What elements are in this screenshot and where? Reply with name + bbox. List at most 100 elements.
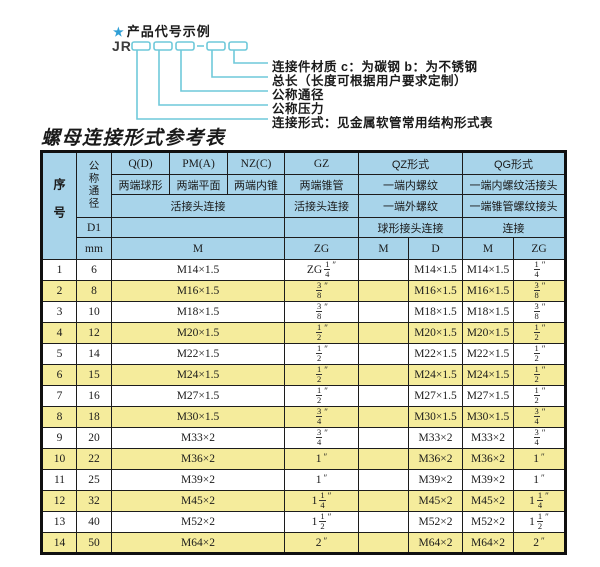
code-label-length: 总长（长度可根据用户要求定制） bbox=[272, 74, 468, 88]
blank-cell bbox=[111, 217, 285, 238]
cell-gz: 3 8 ″ bbox=[284, 280, 359, 302]
cell-dn: 50 bbox=[76, 532, 112, 554]
sub-header-qg1: 一端内螺纹活接头 bbox=[462, 174, 566, 195]
cell-qz-d: M27×1.5 bbox=[408, 385, 463, 407]
cell-m: M30×1.5 bbox=[111, 406, 285, 428]
cell-qg-zg: 1 ″ bbox=[513, 448, 566, 470]
cell-qg-zg: 1 2 ″ bbox=[513, 343, 566, 365]
cell-dn: 40 bbox=[76, 511, 112, 533]
cell-qz-m bbox=[358, 343, 409, 365]
cell-no: 10 bbox=[41, 448, 77, 470]
cell-qz-d: M36×2 bbox=[408, 448, 463, 470]
cell-qg-zg: 1 1 2 ″ bbox=[513, 511, 566, 533]
cell-m: M33×2 bbox=[111, 427, 285, 449]
code-label-material: 连接件材质 c：为碳钢 b：为不锈钢 bbox=[272, 60, 478, 74]
cell-m: M14×1.5 bbox=[111, 259, 285, 281]
cell-qg-zg: 3 4 ″ bbox=[513, 406, 566, 428]
lead-line-4 bbox=[158, 50, 268, 106]
cell-qz-m bbox=[358, 490, 409, 512]
qz-d-header: D bbox=[408, 237, 463, 260]
cell-no: 12 bbox=[41, 490, 77, 512]
cell-no: 6 bbox=[41, 364, 77, 386]
cell-no: 9 bbox=[41, 427, 77, 449]
cell-gz: 1 2 ″ bbox=[284, 343, 359, 365]
code-box-3 bbox=[175, 41, 195, 51]
cell-qz-d: M18×1.5 bbox=[408, 301, 463, 323]
code-label-connection: 连接形式：见金属软管常用结构形式表 bbox=[272, 116, 494, 130]
cell-qz-m bbox=[358, 322, 409, 344]
cell-gz: 1 1 4 ″ bbox=[284, 490, 359, 512]
cell-dn: 14 bbox=[76, 343, 112, 365]
cell-qg-zg: 3 4 ″ bbox=[513, 427, 566, 449]
code-label-pressure: 公称压力 bbox=[272, 102, 325, 116]
cell-dn: 10 bbox=[76, 301, 112, 323]
table-row: 1 6 M14×1.5 ZG 1 4 ″ M14×1.5 M14×1.5 1 4 ″ bbox=[41, 259, 566, 281]
cell-dn: 20 bbox=[76, 427, 112, 449]
col-header-dn: 公称通径 bbox=[76, 151, 112, 218]
cell-qg-m: M24×1.5 bbox=[462, 364, 514, 386]
cell-dn: 8 bbox=[76, 280, 112, 302]
code-label-diameter: 公称通径 bbox=[272, 88, 325, 102]
code-box-1 bbox=[131, 41, 151, 51]
cell-qz-d: M64×2 bbox=[408, 532, 463, 554]
cell-qg-m: M39×2 bbox=[462, 469, 514, 491]
cell-qg-zg: 1 2 ″ bbox=[513, 322, 566, 344]
lead-line-1 bbox=[233, 50, 268, 64]
cell-dn: 12 bbox=[76, 322, 112, 344]
cell-gz: 3 4 ″ bbox=[284, 427, 359, 449]
qg-m-header: M bbox=[462, 237, 514, 260]
cell-no: 8 bbox=[41, 406, 77, 428]
qg-connection-header: 连接 bbox=[462, 217, 566, 238]
cell-qg-zg: 1 2 ″ bbox=[513, 385, 566, 407]
table-title: 螺母连接形式参考表 bbox=[41, 128, 226, 149]
cell-gz: 1 ″ bbox=[284, 448, 359, 470]
cell-qg-zg: 1 4 ″ bbox=[513, 259, 566, 281]
cell-qz-m bbox=[358, 364, 409, 386]
cell-no: 14 bbox=[41, 532, 77, 554]
cell-qz-d: M24×1.5 bbox=[408, 364, 463, 386]
cell-qz-d: M52×2 bbox=[408, 511, 463, 533]
cell-qg-m: M14×1.5 bbox=[462, 259, 514, 281]
col-header-qg: QG形式 bbox=[462, 151, 566, 175]
cell-qg-m: M30×1.5 bbox=[462, 406, 514, 428]
sub-header-qg2: 一端锥管螺纹接头 bbox=[462, 194, 566, 218]
d1-header: D1 bbox=[76, 217, 112, 238]
cell-qz-m bbox=[358, 259, 409, 281]
cell-qg-m: M33×2 bbox=[462, 427, 514, 449]
mm-header: mm bbox=[76, 237, 112, 260]
code-box-4 bbox=[206, 41, 226, 51]
cell-gz: 1 2 ″ bbox=[284, 364, 359, 386]
table-row: 6 15 M24×1.5 1 2 ″ M24×1.5 M24×1.5 1 2 ″ bbox=[41, 364, 566, 386]
cell-dn: 15 bbox=[76, 364, 112, 386]
cell-qz-m bbox=[358, 385, 409, 407]
cell-no: 13 bbox=[41, 511, 77, 533]
m-header: M bbox=[111, 237, 285, 260]
cell-qg-m: M45×2 bbox=[462, 490, 514, 512]
cell-no: 7 bbox=[41, 385, 77, 407]
table-row: 12 32 M45×2 1 1 4 ″ M45×2 M45×2 1 1 4 ″ bbox=[41, 490, 566, 512]
cell-gz: 1 2 ″ bbox=[284, 322, 359, 344]
table-row: 7 16 M27×1.5 1 2 ″ M27×1.5 M27×1.5 1 2 ″ bbox=[41, 385, 566, 407]
cell-no: 3 bbox=[41, 301, 77, 323]
cell-m: M18×1.5 bbox=[111, 301, 285, 323]
qz-m-header: M bbox=[358, 237, 409, 260]
cell-gz: 1 1 2 ″ bbox=[284, 511, 359, 533]
cell-qg-m: M22×1.5 bbox=[462, 343, 514, 365]
cell-qg-zg: 1 2 ″ bbox=[513, 364, 566, 386]
code-connector-lines bbox=[131, 41, 268, 120]
cell-qz-d: M39×2 bbox=[408, 469, 463, 491]
cell-qz-m bbox=[358, 469, 409, 491]
cell-dn: 22 bbox=[76, 448, 112, 470]
cell-m: M20×1.5 bbox=[111, 322, 285, 344]
cell-qg-m: M36×2 bbox=[462, 448, 514, 470]
